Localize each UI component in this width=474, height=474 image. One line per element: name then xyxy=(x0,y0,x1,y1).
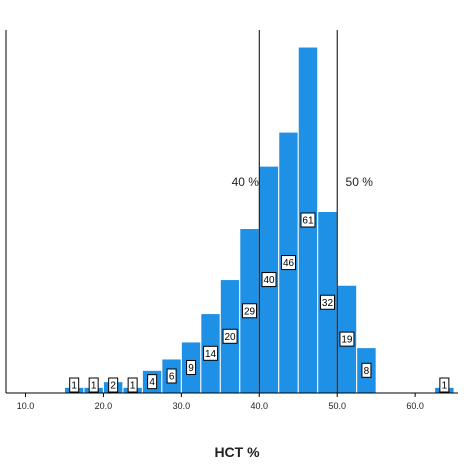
x-tick-label: 10.0 xyxy=(17,401,35,411)
data-label-box xyxy=(339,331,355,347)
reference-lines-layer: 40 % 50 % xyxy=(232,30,374,393)
data-label: 1 xyxy=(91,381,97,392)
x-tick-label: 20.0 xyxy=(95,401,113,411)
data-label-box xyxy=(261,272,277,288)
data-label: 9 xyxy=(188,363,194,374)
data-label-box xyxy=(69,377,80,393)
data-label: 1 xyxy=(130,381,136,392)
data-label-box xyxy=(88,377,99,393)
x-tick-label: 40.0 xyxy=(251,401,269,411)
data-label: 6 xyxy=(169,371,175,382)
x-tick-label: 30.0 xyxy=(173,401,191,411)
data-label: 46 xyxy=(283,258,295,269)
data-label-box xyxy=(242,303,258,319)
data-label: 32 xyxy=(322,298,334,309)
data-label: 61 xyxy=(302,216,314,227)
data-label: 8 xyxy=(364,366,370,377)
reference-line-label: 50 % xyxy=(346,175,374,189)
reference-line-label: 40 % xyxy=(232,175,260,189)
data-label: 29 xyxy=(244,306,256,317)
data-label-box xyxy=(319,294,335,310)
data-label-box xyxy=(439,377,450,393)
data-label: 40 xyxy=(263,275,275,286)
data-label-box xyxy=(127,377,138,393)
data-label-box xyxy=(108,377,119,393)
data-label: 4 xyxy=(149,377,155,388)
axes-layer: 10.0 20.0 30.0 40.0 50.0 60.0 xyxy=(5,30,458,411)
data-label-box xyxy=(147,374,158,390)
data-label-box xyxy=(203,345,219,361)
data-label-box xyxy=(300,212,316,228)
data-label: 20 xyxy=(224,332,236,343)
x-axis-title: HCT % xyxy=(214,444,260,460)
data-label-box xyxy=(281,255,296,271)
data-label-box xyxy=(361,362,372,378)
data-label: 2 xyxy=(110,381,116,392)
data-label: 14 xyxy=(205,349,217,360)
data-label: 1 xyxy=(71,381,77,392)
x-tick-label: 60.0 xyxy=(406,401,424,411)
data-label-box xyxy=(186,359,197,375)
data-label: 1 xyxy=(442,381,448,392)
data-label-box xyxy=(166,368,177,384)
data-label-box xyxy=(222,328,238,344)
data-label: 19 xyxy=(341,335,353,346)
x-tick-label: 50.0 xyxy=(328,401,346,411)
